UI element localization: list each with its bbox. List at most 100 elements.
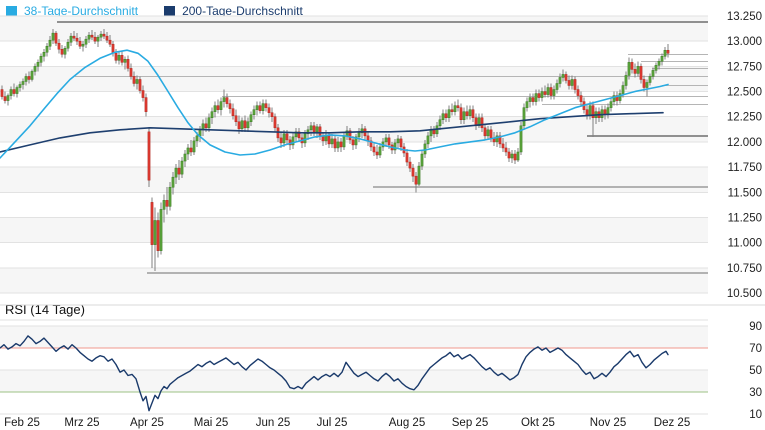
candle-body [216, 105, 220, 110]
candle-body [156, 220, 160, 251]
candle-body [219, 101, 223, 110]
price-axis-label: 11.750 [728, 162, 762, 174]
price-axis-label: 12.750 [727, 61, 762, 73]
candle-body [660, 56, 664, 62]
candle-body [384, 137, 388, 143]
candle-body [636, 66, 640, 74]
price-band [0, 66, 708, 92]
candle-body [447, 109, 451, 118]
candle-body [624, 75, 628, 86]
legend-item-ma38[interactable]: 38-Tage-Durchschnitt [6, 4, 138, 18]
candle-body [105, 35, 109, 41]
candle-body [609, 101, 613, 108]
candle-body [561, 74, 565, 78]
candle-body [588, 105, 592, 116]
candle-body [336, 141, 340, 149]
month-axis-label: Nov 25 [590, 417, 626, 429]
candle-body [81, 43, 85, 47]
candle-body [48, 39, 52, 47]
candle-body [648, 76, 652, 83]
candle-body [162, 200, 166, 210]
candle-body [450, 109, 454, 112]
candle-body [138, 79, 142, 91]
candle-body [258, 105, 262, 111]
candle-body [405, 152, 409, 163]
candle-body [519, 125, 523, 153]
candle-body [240, 120, 244, 130]
candle-body [486, 129, 490, 137]
candle-body [528, 97, 532, 102]
candle-body [360, 128, 364, 134]
candle-body [87, 34, 91, 40]
price-axis-label: 11.000 [728, 238, 762, 250]
candle-body [291, 136, 295, 146]
candle-body [246, 121, 250, 129]
candle-body [99, 33, 103, 38]
candle-body [108, 39, 112, 45]
rsi-band [0, 370, 708, 392]
rsi-axis-label: 90 [749, 321, 762, 333]
candle-body [495, 135, 499, 143]
candle-body [456, 105, 460, 108]
legend-item-ma200[interactable]: 200-Tage-Durchschnitt [164, 4, 303, 18]
candle-body [543, 91, 547, 95]
ma200-label: 200-Tage-Durchschnitt [182, 4, 303, 18]
candle-body [393, 142, 397, 151]
candle-body [309, 125, 313, 131]
candle-body [126, 59, 130, 69]
candle-body [462, 111, 466, 120]
rsi-axis-label: 70 [749, 343, 762, 355]
candle-body [612, 95, 616, 102]
candle-body [357, 132, 361, 138]
candle-body [579, 95, 583, 102]
candle-body [420, 153, 424, 167]
candle-body [573, 79, 577, 90]
candle-body [264, 103, 268, 108]
candle-body [69, 35, 73, 43]
candle-body [30, 71, 34, 80]
candle-body [348, 130, 352, 141]
candle-body [531, 97, 535, 102]
price-axis-label: 12.500 [727, 87, 762, 99]
candle-body [627, 62, 631, 76]
price-band [0, 16, 708, 42]
candle-body [432, 129, 436, 135]
candle-body [591, 105, 595, 118]
candle-body [567, 80, 571, 86]
month-axis-label: Dez 25 [654, 417, 690, 429]
candle-body [114, 53, 118, 61]
candle-body [333, 138, 337, 149]
candle-body [465, 111, 469, 116]
candle-body [24, 76, 28, 82]
candle-body [330, 138, 334, 145]
candle-body [546, 87, 550, 95]
candle-body [102, 33, 106, 37]
candle-body [513, 153, 517, 161]
candle-body [75, 37, 79, 42]
candle-body [351, 139, 355, 146]
candle-body [438, 119, 442, 127]
candle-body [213, 105, 217, 112]
candle-body [243, 120, 247, 129]
candle-body [510, 153, 514, 159]
candle-body [477, 117, 481, 127]
candle-body [576, 89, 580, 96]
candle-body [123, 59, 127, 63]
candle-body [66, 41, 70, 49]
month-axis-label: Jul 25 [317, 417, 348, 429]
candle-body [522, 107, 526, 127]
candle-body [453, 105, 457, 112]
candle-body [342, 135, 346, 148]
candle-body [441, 113, 445, 120]
candle-body [642, 79, 646, 88]
candle-body [423, 143, 427, 155]
candle-body [288, 139, 292, 146]
candle-body [12, 89, 16, 94]
candle-body [537, 93, 541, 98]
candle-body [18, 84, 22, 88]
candle-body [267, 107, 271, 113]
candle-body [534, 93, 538, 102]
price-axis-label: 12.250 [727, 112, 762, 124]
